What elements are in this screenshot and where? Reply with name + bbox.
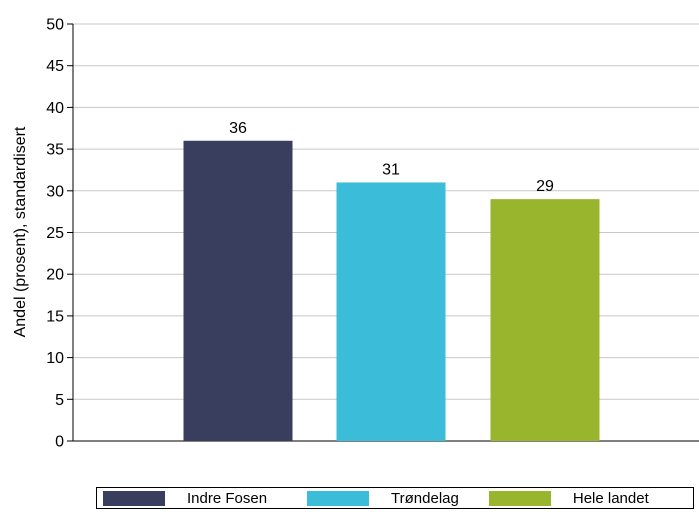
data-label: 36 bbox=[229, 120, 247, 137]
legend-label: Trøndelag bbox=[391, 489, 459, 507]
y-tick-label: 10 bbox=[46, 350, 64, 367]
data-label: 31 bbox=[382, 161, 400, 178]
legend: Indre Fosen Trøndelag Hele landet bbox=[96, 487, 694, 509]
bar bbox=[336, 182, 446, 441]
data-label: 29 bbox=[536, 178, 554, 195]
bars bbox=[183, 140, 600, 441]
y-tick-label: 30 bbox=[46, 183, 64, 200]
y-tick-label: 45 bbox=[46, 58, 64, 75]
legend-item-trondelag: Trøndelag bbox=[307, 490, 459, 507]
y-tick-label: 25 bbox=[46, 225, 64, 242]
legend-swatch bbox=[307, 490, 370, 506]
y-tick-label: 50 bbox=[46, 17, 64, 34]
y-tick-label: 15 bbox=[46, 308, 64, 325]
y-axis-ticks: 0 5 10 15 20 25 30 35 40 45 50 bbox=[46, 17, 73, 451]
legend-item-indre-fosen: Indre Fosen bbox=[103, 490, 267, 507]
legend-swatch bbox=[488, 490, 551, 506]
legend-item-hele-landet: Hele landet bbox=[488, 489, 649, 507]
y-tick-label: 20 bbox=[46, 267, 64, 284]
data-labels: 36 31 29 bbox=[229, 120, 554, 195]
bar-chart: 0 5 10 15 20 25 30 35 40 45 50 36 31 29 Andel (prose… bbox=[12, 17, 699, 451]
legend-swatch bbox=[103, 490, 165, 506]
y-tick-label: 40 bbox=[46, 100, 64, 117]
y-tick-label: 35 bbox=[46, 142, 64, 159]
legend-label: Indre Fosen bbox=[187, 489, 268, 507]
bar bbox=[183, 140, 293, 441]
y-tick-label: 5 bbox=[55, 392, 64, 409]
legend-label: Hele landet bbox=[572, 489, 649, 507]
y-axis-title: Andel (prosent), standardisert bbox=[12, 126, 29, 337]
y-tick-label: 0 bbox=[55, 434, 64, 451]
bar bbox=[490, 199, 600, 441]
